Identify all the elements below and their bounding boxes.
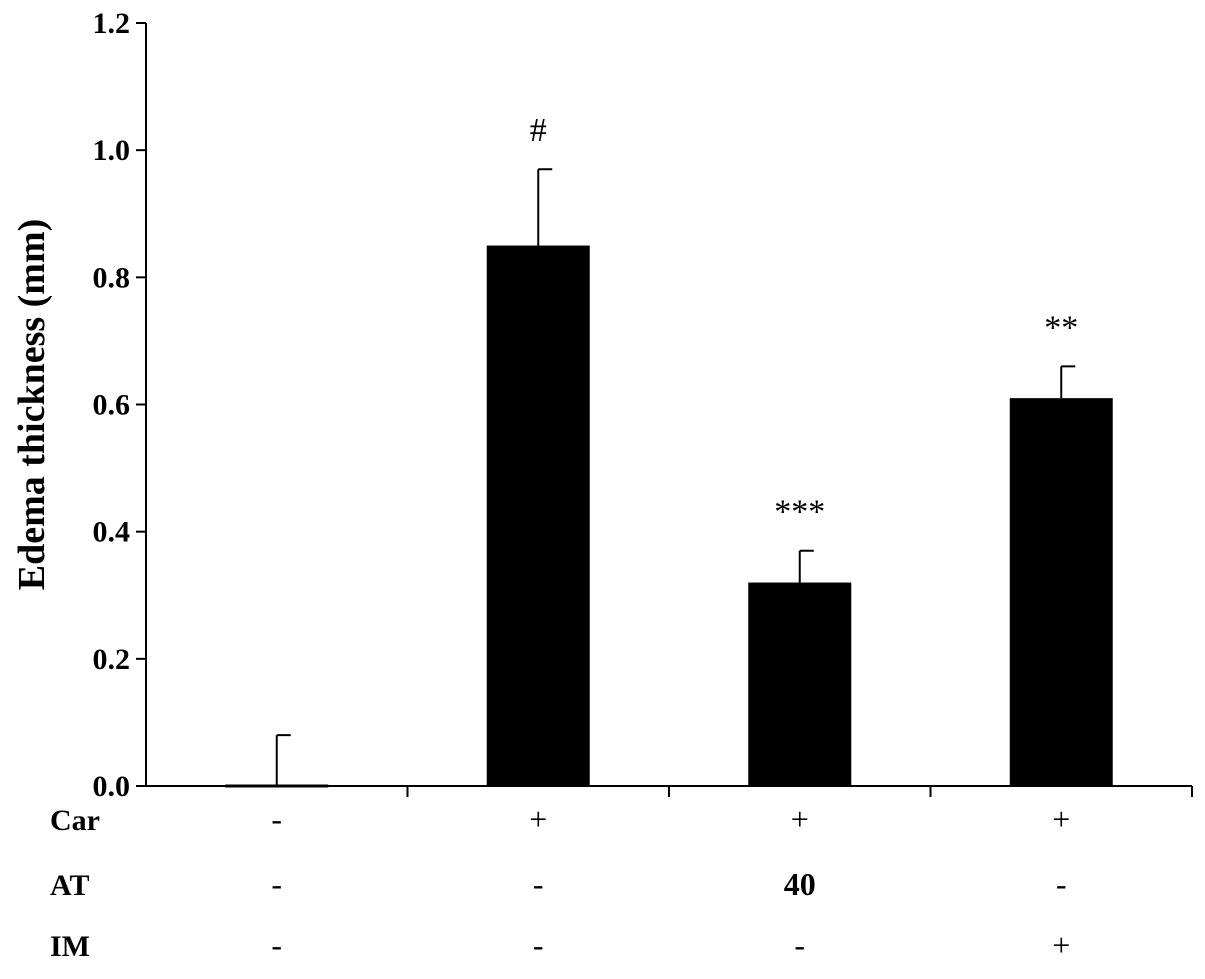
condition-row-label: AT [50,869,89,902]
condition-value: - [271,927,282,963]
axes: 0.0 0.2 0.4 0.6 0.8 1.0 1.2 [93,7,1193,803]
y-axis-label: Edema thickness (mm) [11,219,53,591]
condition-value: - [271,801,282,837]
bars [225,168,1113,788]
condition-value: + [529,801,547,837]
y-tick-label: 0.4 [93,516,131,549]
condition-value: 40 [784,866,816,902]
condition-value: - [533,866,544,902]
y-tick-label: 0.8 [93,261,131,294]
condition-value: - [794,927,805,963]
labels: Edema thickness (mm)#*****Car - + + +AT - -40-… [11,112,1078,963]
y-tick-label: 0.0 [93,770,131,803]
y-tick-label: 1.2 [93,7,131,40]
condition-value: - [1056,866,1067,902]
significance-annotation: ** [1044,309,1078,346]
significance-annotation: # [530,112,547,149]
y-tick-label: 1.0 [93,134,131,167]
bar [1009,398,1113,786]
condition-value: + [791,801,809,837]
condition-value: - [533,927,544,963]
condition-value: + [1052,927,1070,963]
condition-row-label: Car [50,804,100,837]
y-tick-label: 0.2 [93,643,131,676]
significance-annotation: *** [774,494,825,531]
condition-row-label: IM [50,930,90,963]
y-tick-label: 0.6 [93,389,131,422]
condition-value: + [1052,801,1070,837]
bar [748,582,852,786]
bar [486,245,590,786]
condition-value: - [271,866,282,902]
